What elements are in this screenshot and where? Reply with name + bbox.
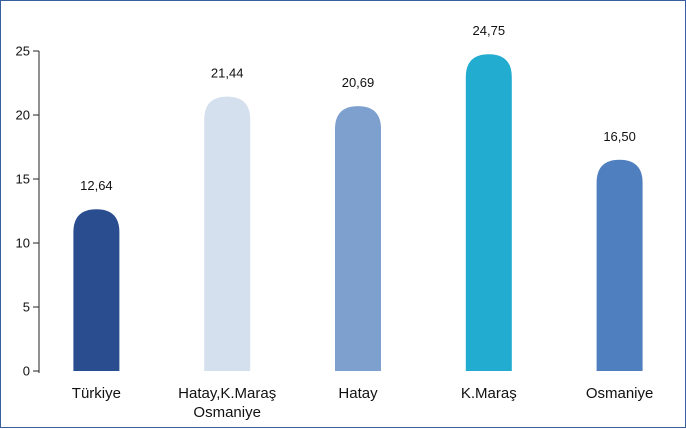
x-category-label: Türkiye [72,385,121,402]
data-labels: 12,64 21,44 20,69 24,75 16,50 [80,23,636,193]
x-category-label: Hatay [338,385,378,402]
bar [596,159,643,371]
bar [335,106,381,371]
bar-value-label: 24,75 [473,23,506,38]
bar-value-label: 21,44 [211,66,244,81]
bar [465,54,512,371]
y-tick-label: 25 [16,44,30,59]
bar [204,96,251,372]
y-tick-label: 0 [23,364,30,379]
y-tick-label: 20 [16,108,30,123]
x-category-label: K.Maraş [461,385,517,402]
bars [73,54,643,372]
y-tick-label: 5 [23,300,30,315]
y-tick-label: 10 [16,236,30,251]
bar-value-label: 16,50 [603,129,636,144]
y-tick-label: 15 [16,172,30,187]
x-category-label: Osmaniye [586,385,654,402]
y-ticks: 0 5 10 15 20 25 [16,44,39,379]
bar-value-label: 12,64 [80,178,113,193]
bar-value-label: 20,69 [342,75,375,90]
bar [73,209,120,371]
x-axis-labels: Türkiye Hatay,K.Maraş Osmaniye Hatay K.Maraş… [72,385,654,421]
x-category-label: Hatay,K.Maraş Osmaniye [178,385,276,421]
